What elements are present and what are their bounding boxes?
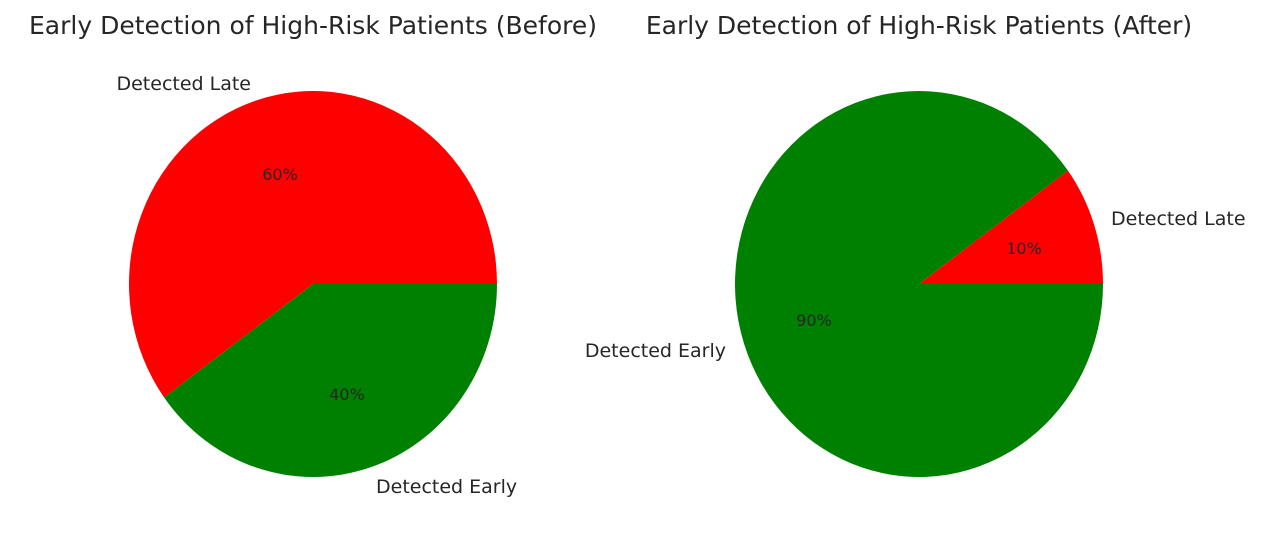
chart-title-after: Early Detection of High-Risk Patients (A…: [646, 11, 1192, 40]
pie-chart-after: Early Detection of High-Risk Patients (A…: [585, 11, 1246, 478]
pie-chart-before: Early Detection of High-Risk Patients (B…: [29, 11, 597, 498]
slice-label-before-detected-early: Detected Early: [376, 476, 517, 498]
pct-label-after-detected-early: 90%: [796, 311, 832, 330]
chart-title-before: Early Detection of High-Risk Patients (B…: [29, 11, 597, 40]
pct-label-before-detected-late: 60%: [262, 165, 298, 184]
pie-slice-before-detected-late: [129, 90, 497, 398]
pct-label-after-detected-late: 10%: [1006, 239, 1042, 258]
pct-label-before-detected-early: 40%: [329, 385, 365, 404]
pie-slice-after-detected-late: [919, 170, 1103, 284]
slice-label-after-detected-early: Detected Early: [585, 340, 726, 362]
slices-after: [735, 91, 1103, 478]
slice-label-before-detected-late: Detected Late: [116, 73, 251, 95]
pie-slice-after-detected-early: [735, 91, 1103, 478]
slices-before: [129, 90, 497, 477]
pie-slice-before-detected-early: [164, 284, 497, 477]
slice-label-after-detected-late: Detected Late: [1111, 208, 1246, 230]
